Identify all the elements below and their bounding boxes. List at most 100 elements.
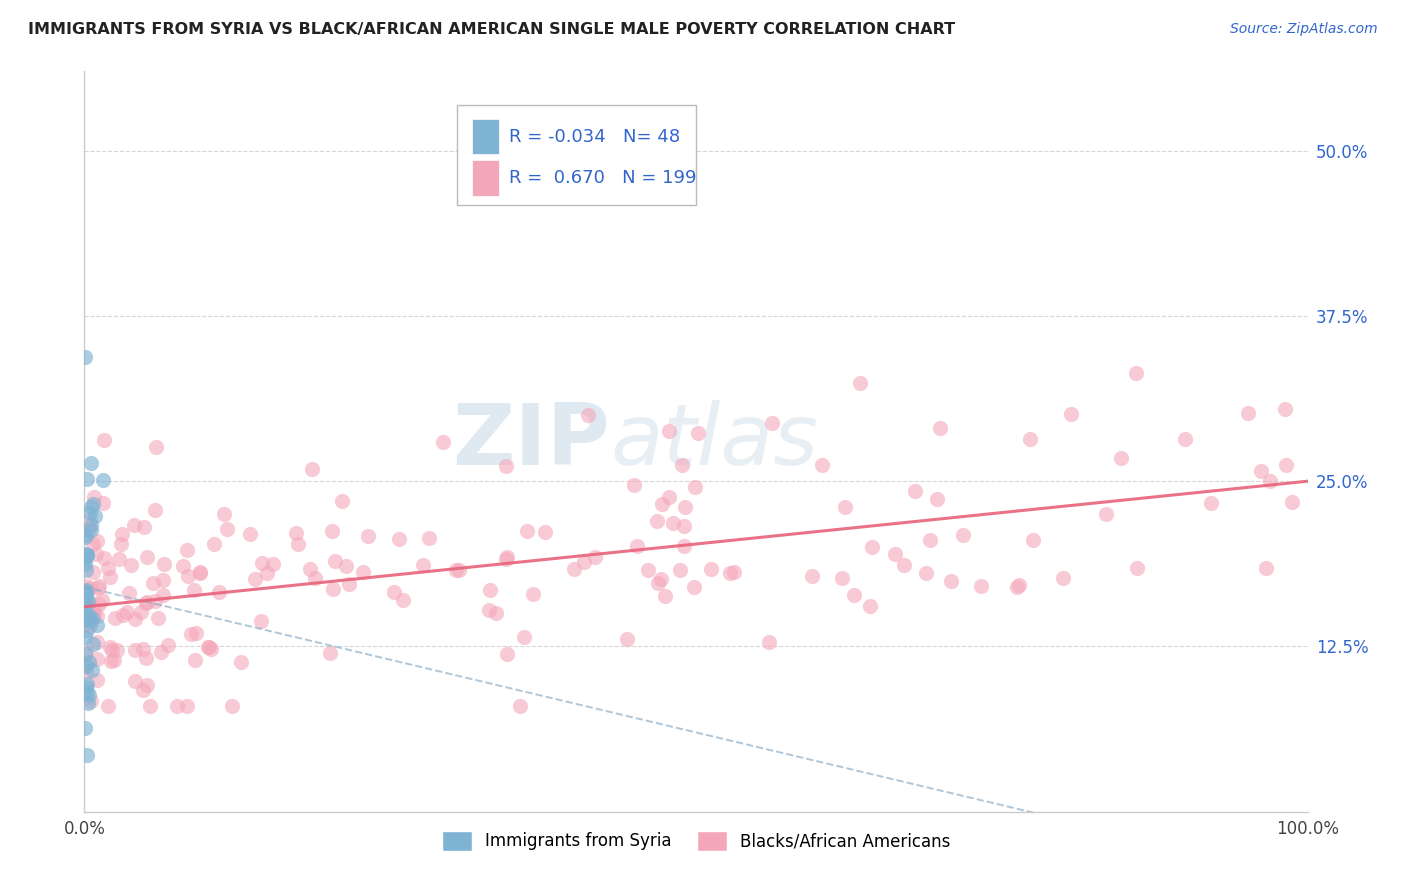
Point	[1022, 533, 1045, 548]
Point	[142, 575, 165, 590]
Point	[180, 627, 202, 641]
Point	[321, 524, 343, 538]
Point	[654, 589, 676, 603]
Point	[447, 563, 470, 577]
Point	[256, 566, 278, 581]
Point	[87, 581, 110, 595]
Point	[673, 500, 696, 514]
Point	[970, 579, 993, 593]
Point	[860, 540, 883, 554]
Point	[842, 588, 865, 602]
Point	[516, 524, 538, 539]
Point	[578, 408, 600, 422]
Point	[761, 416, 783, 430]
Point	[661, 516, 683, 530]
Point	[927, 491, 949, 506]
Point	[319, 646, 342, 660]
Point	[145, 502, 167, 516]
Point	[623, 477, 645, 491]
Point	[645, 514, 668, 528]
Point	[534, 524, 557, 539]
Point	[75, 579, 97, 593]
Point	[83, 607, 105, 621]
Point	[1199, 496, 1222, 510]
Point	[1281, 495, 1303, 509]
Point	[73, 558, 96, 572]
Point	[79, 619, 101, 633]
Point	[84, 547, 107, 561]
Point	[112, 607, 135, 622]
Point	[672, 539, 695, 553]
Point	[152, 588, 174, 602]
Point	[572, 555, 595, 569]
Point	[221, 698, 243, 713]
Point	[79, 524, 101, 538]
Point	[76, 472, 98, 486]
Point	[184, 625, 207, 640]
Point	[432, 435, 454, 450]
Point	[86, 609, 108, 624]
Point	[83, 601, 105, 615]
Point	[834, 500, 856, 515]
Point	[388, 533, 411, 547]
Point	[626, 539, 648, 553]
Point	[75, 563, 97, 577]
Point	[1237, 406, 1260, 420]
Point	[616, 632, 638, 646]
Point	[1174, 432, 1197, 446]
Point	[79, 507, 101, 521]
Point	[76, 685, 98, 699]
Point	[478, 603, 501, 617]
Point	[80, 611, 103, 625]
Point	[82, 537, 104, 551]
Point	[758, 635, 780, 649]
Point	[79, 581, 101, 595]
Point	[98, 640, 121, 654]
Point	[583, 549, 606, 564]
Point	[1254, 561, 1277, 575]
Point	[485, 607, 508, 621]
Point	[86, 652, 108, 666]
Point	[304, 571, 326, 585]
Point	[75, 613, 97, 627]
Point	[658, 491, 681, 505]
Point	[76, 677, 98, 691]
Point	[176, 698, 198, 713]
Point	[287, 537, 309, 551]
Point	[132, 683, 155, 698]
Point	[202, 537, 225, 551]
Point	[135, 651, 157, 665]
Point	[357, 529, 380, 543]
Point	[135, 678, 157, 692]
Point	[1250, 464, 1272, 478]
Point	[83, 490, 105, 504]
Point	[200, 642, 222, 657]
Point	[76, 748, 98, 763]
Point	[188, 565, 211, 579]
Point	[671, 458, 693, 472]
Point	[80, 517, 103, 532]
Point	[75, 645, 97, 659]
Point	[77, 593, 100, 607]
Point	[75, 657, 97, 671]
Point	[322, 582, 344, 596]
Point	[75, 583, 97, 598]
Text: ZIP: ZIP	[453, 400, 610, 483]
Point	[86, 534, 108, 549]
Point	[172, 559, 194, 574]
Point	[75, 615, 97, 630]
Point	[651, 497, 673, 511]
Point	[75, 597, 97, 611]
Text: IMMIGRANTS FROM SYRIA VS BLACK/AFRICAN AMERICAN SINGLE MALE POVERTY CORRELATION : IMMIGRANTS FROM SYRIA VS BLACK/AFRICAN A…	[28, 22, 955, 37]
Bar	[472, 119, 499, 154]
Point	[73, 647, 96, 661]
Point	[124, 642, 146, 657]
Point	[76, 585, 98, 599]
Point	[104, 610, 127, 624]
Point	[82, 637, 104, 651]
Point	[120, 558, 142, 572]
Point	[82, 497, 104, 511]
Point	[208, 585, 231, 599]
Point	[647, 575, 669, 590]
Point	[82, 565, 104, 579]
